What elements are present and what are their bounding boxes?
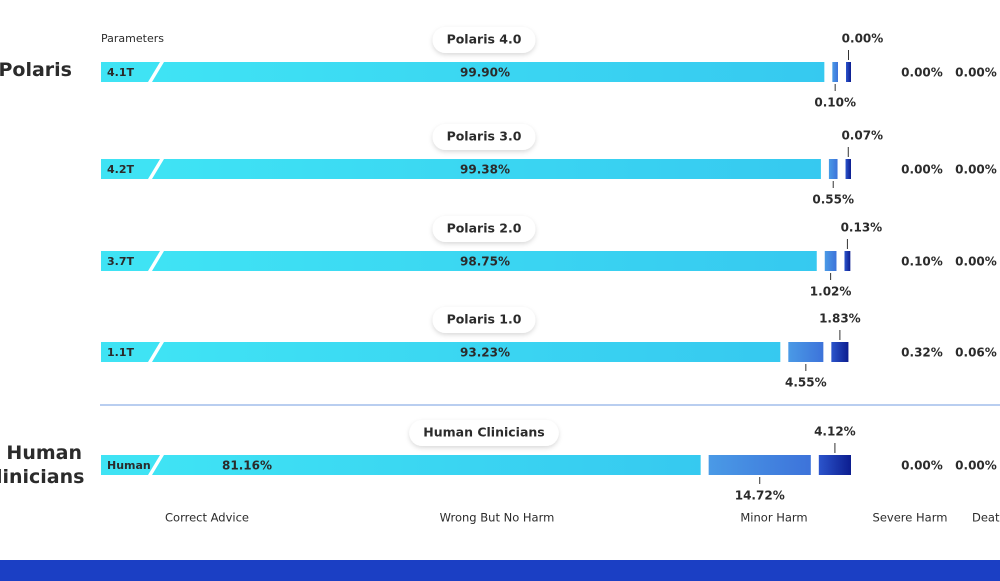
group-label: Polaris <box>0 59 72 81</box>
value-text: 0.00% <box>955 459 997 473</box>
bar-segment <box>160 342 781 362</box>
parameter-box <box>101 455 167 475</box>
bar-segment <box>846 62 851 82</box>
value-label: 14.72% <box>735 489 785 503</box>
row-title: Polaris 1.0 <box>432 307 536 333</box>
title-pill <box>432 27 536 53</box>
bar-segment <box>160 159 821 179</box>
parameter-value: Human <box>107 459 151 472</box>
parameter-value: 4.2T <box>107 163 134 176</box>
value-label: 99.38% <box>460 163 510 177</box>
legend-label: Minor Harm <box>740 511 807 525</box>
value-text: 0.00% <box>955 66 997 80</box>
legend-label: Wrong But No Harm <box>440 511 555 525</box>
value-label: 81.16% <box>222 459 272 473</box>
bar-slant <box>148 159 164 179</box>
bar-segment <box>845 159 851 179</box>
bar-slant <box>148 62 164 82</box>
value-text: 0.10% <box>901 255 943 269</box>
bar-segment <box>832 62 838 82</box>
value-label: 1.02% <box>810 285 852 299</box>
row-title-text: Polaris 4.0 <box>447 32 522 47</box>
parameter-box <box>101 62 167 82</box>
bar-segment <box>160 251 817 271</box>
value-label: 0.13% <box>841 221 883 235</box>
legend-label: Death <box>972 511 1000 525</box>
value-label: 0.55% <box>812 193 854 207</box>
value-label: 1.83% <box>819 312 861 326</box>
title-pill <box>432 307 536 333</box>
bar-segment <box>828 159 838 179</box>
value-text: 0.06% <box>955 346 997 360</box>
parameter-value: 3.7T <box>107 255 134 268</box>
value-text: 0.32% <box>901 346 943 360</box>
value-label: 99.90% <box>460 66 510 80</box>
value-text: 0.00% <box>955 255 997 269</box>
value-label: 93.23% <box>460 346 510 360</box>
value-label: 4.55% <box>785 376 827 390</box>
row-title: Polaris 4.0 <box>432 27 536 53</box>
value-label: 0.07% <box>841 129 883 143</box>
row-title: Polaris 2.0 <box>432 216 536 242</box>
title-pill <box>432 216 536 242</box>
legend-label: Correct Advice <box>165 511 249 525</box>
value-text: 0.00% <box>901 163 943 177</box>
row-title-text: Human Clinicians <box>423 425 544 440</box>
footer-band <box>0 560 1000 581</box>
bar-segment <box>824 251 837 271</box>
value-label: 0.10% <box>814 96 856 110</box>
bar-segment <box>831 342 849 362</box>
parameter-box <box>101 342 167 362</box>
title-pill <box>432 124 536 150</box>
value-label: 4.12% <box>814 425 856 439</box>
bar-segment <box>708 455 811 475</box>
legend-label: Severe Harm <box>873 511 948 525</box>
title-pill <box>409 420 559 446</box>
bar-slant <box>148 342 164 362</box>
value-text: 0.00% <box>901 459 943 473</box>
value-label: 0.00% <box>842 32 884 46</box>
row-title-text: Polaris 3.0 <box>447 129 522 144</box>
parameter-box <box>101 251 167 271</box>
bar-segment <box>160 455 701 475</box>
value-text: 0.00% <box>955 163 997 177</box>
bar-segment <box>160 62 825 82</box>
value-label: 98.75% <box>460 255 510 269</box>
bar-slant <box>148 251 164 271</box>
row-title: Polaris 3.0 <box>432 124 536 150</box>
bar-segment <box>844 251 851 271</box>
row-title-text: Polaris 1.0 <box>447 312 522 327</box>
value-text: 0.00% <box>901 66 943 80</box>
bar-segment <box>788 342 824 362</box>
row-title-text: Polaris 2.0 <box>447 221 522 236</box>
bar-slant <box>148 455 164 475</box>
group-label: Human Clinicians <box>0 442 85 488</box>
parameters-label: Parameters <box>101 32 164 45</box>
bar-segment <box>818 455 851 475</box>
row-title: Human Clinicians <box>409 420 559 446</box>
parameter-value: 1.1T <box>107 346 134 359</box>
parameter-box <box>101 159 167 179</box>
parameter-value: 4.1T <box>107 66 134 79</box>
